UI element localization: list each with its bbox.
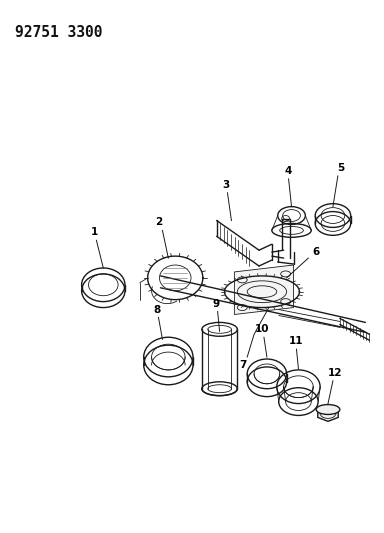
Text: 12: 12 — [328, 368, 342, 378]
Text: 2: 2 — [155, 217, 162, 228]
Text: 7: 7 — [240, 360, 247, 370]
Text: 4: 4 — [285, 166, 292, 176]
Text: 11: 11 — [289, 336, 304, 346]
Text: 9: 9 — [212, 298, 219, 309]
Text: 10: 10 — [255, 325, 269, 334]
Text: 5: 5 — [337, 163, 344, 173]
Text: 8: 8 — [153, 304, 160, 314]
Text: 1: 1 — [91, 228, 98, 237]
Text: 6: 6 — [313, 247, 320, 257]
Text: 3: 3 — [222, 180, 229, 190]
Text: 92751 3300: 92751 3300 — [15, 25, 102, 39]
Ellipse shape — [316, 405, 340, 415]
Polygon shape — [234, 265, 293, 314]
Polygon shape — [318, 406, 338, 422]
